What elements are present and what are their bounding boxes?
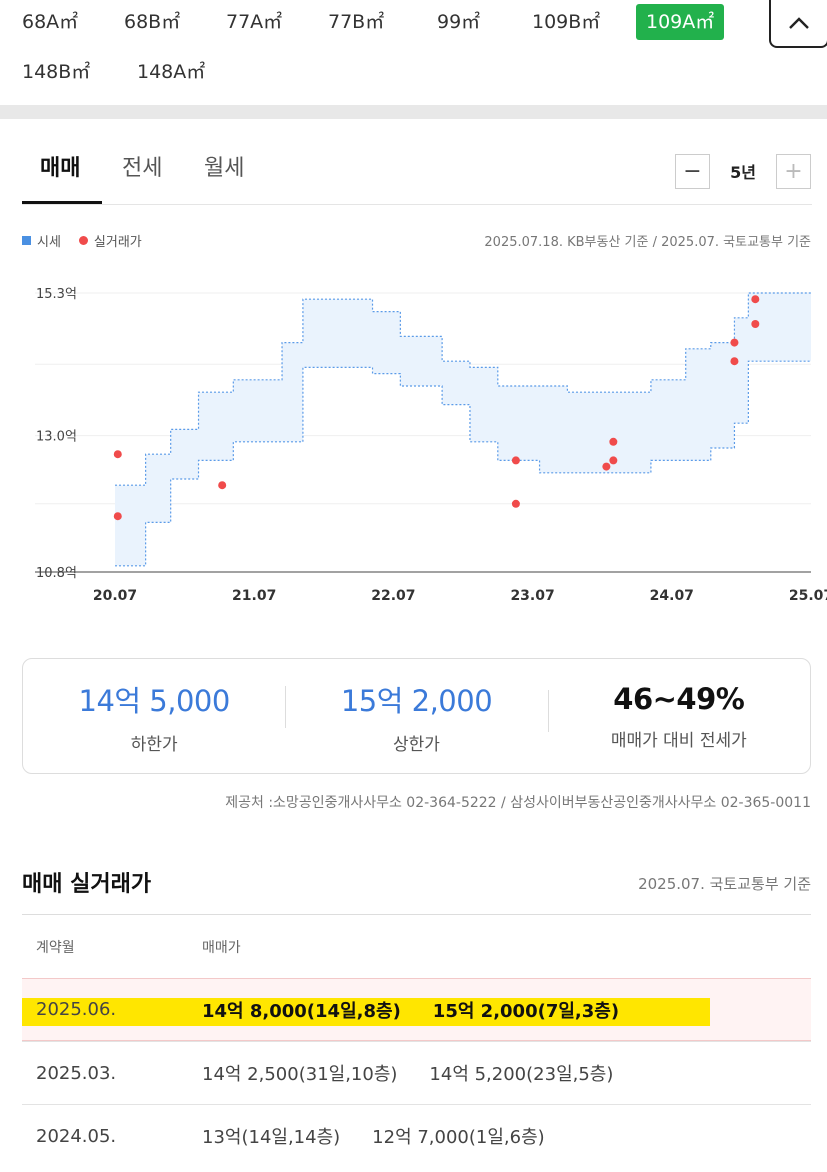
market-price-band (115, 293, 811, 566)
row-prices: 13억(14일,14층) 12억 7,000(1일,6층) (202, 1123, 545, 1149)
row-date: 2024.05. (36, 1125, 117, 1147)
actual-price-point (751, 295, 760, 304)
column-header-contract-month: 계약월 (36, 939, 75, 956)
area-chip-148a[interactable]: 148A㎡ (137, 61, 206, 83)
section-divider (0, 105, 827, 119)
x-tick-label: 24.07 (650, 588, 694, 604)
row-price: 15억 2,000(7일,3층) (432, 1000, 620, 1022)
area-selector: 68A㎡ 68B㎡ 77A㎡ 77B㎡ 99㎡ 109B㎡ 109A㎡ 148B… (0, 0, 827, 104)
y-tick-label: 15.3억 (36, 287, 77, 302)
stat-upper-price-value: 15억 2,000 (340, 683, 493, 718)
tabs-divider (22, 204, 812, 205)
area-chip-68b[interactable]: 68B㎡ (124, 11, 181, 33)
actual-price-point (730, 357, 739, 366)
stat-jeonse-ratio-value: 46~49% (613, 681, 745, 716)
stat-lower-price-value: 14억 5,000 (78, 683, 231, 718)
price-summary-card: 14억 5,000 하한가 15억 2,000 상한가 46~49% 매매가 대… (22, 658, 811, 774)
actual-price-point (511, 456, 520, 465)
market-price-upper-line (115, 292, 811, 486)
y-tick-label: 13.0억 (36, 430, 77, 445)
highlight-marker (22, 998, 710, 1026)
x-tick-label: 22.07 (371, 588, 415, 604)
column-header-price: 매매가 (202, 939, 241, 956)
table-row[interactable]: 2025.06. 14억 8,000(14일,8층) 15억 2,000(7일,… (22, 978, 811, 1041)
period-increase-button[interactable]: + (776, 153, 811, 189)
row-date: 2025.06. (36, 999, 117, 1020)
actual-price-point (751, 320, 760, 328)
area-chip-68a[interactable]: 68A㎡ (22, 11, 79, 33)
tab-monthly-rent[interactable]: 월세 (204, 156, 245, 181)
actual-price-point (113, 512, 122, 521)
row-price: 14억 5,200(23일,5층) (429, 1064, 614, 1085)
transactions-basis: 2025.07. 국토교통부 기준 (638, 875, 811, 893)
row-prices: 14억 2,500(31일,10층) 14억 5,200(23일,5층) (202, 1060, 613, 1086)
actual-price-point (609, 456, 618, 465)
collapse-button[interactable] (769, 0, 827, 48)
area-chip-77b[interactable]: 77B㎡ (328, 11, 385, 33)
area-chip-148b[interactable]: 148B㎡ (22, 61, 91, 83)
tab-jeonse[interactable]: 전세 (122, 156, 163, 181)
chart-legend: 시세 실거래가 (22, 231, 142, 250)
area-chip-109a[interactable]: 109A㎡ (636, 4, 725, 40)
market-price-legend-swatch (22, 236, 31, 245)
x-tick-label: 23.07 (510, 588, 554, 604)
actual-price-point (113, 450, 122, 459)
area-chip-77a[interactable]: 77A㎡ (226, 11, 283, 33)
tab-sale[interactable]: 매매 (40, 156, 81, 181)
period-decrease-button[interactable]: − (675, 153, 710, 189)
row-price: 12억 7,000(1일,6층) (372, 1127, 545, 1148)
area-chip-99[interactable]: 99㎡ (437, 11, 481, 33)
table-row[interactable]: 2025.03. 14억 2,500(31일,10층) 14억 5,200(23… (22, 1041, 811, 1104)
row-prices: 14억 8,000(14일,8층) 15억 2,000(7일,3층) (202, 997, 619, 1023)
transactions-title: 매매 실거래가 (22, 872, 152, 897)
x-tick-label: 20.07 (93, 588, 137, 604)
stat-jeonse-ratio: 46~49% 매매가 대비 전세가 (547, 681, 810, 751)
market-price-legend-label: 시세 (37, 235, 61, 250)
row-date: 2025.03. (36, 1062, 117, 1084)
y-tick-label: 10.8억 (36, 566, 77, 581)
data-provider-note: 제공처 :소망공인중개사사무소 02-364-5222 / 삼성사이버부동산공인… (225, 795, 811, 811)
row-price: 13억(14일,14층) (202, 1127, 341, 1148)
transactions-table: 계약월 매매가 2025.06. 14억 8,000(14일,8층) 15억 2… (22, 914, 811, 1167)
actual-price-legend-swatch (78, 236, 88, 245)
x-tick-label: 21.07 (232, 588, 276, 604)
actual-price-point (730, 338, 739, 347)
deal-type-tabs: 매매 전세 월세 (22, 140, 812, 204)
chevron-up-icon (789, 17, 809, 29)
actual-price-point (609, 437, 618, 446)
stat-jeonse-ratio-label: 매매가 대비 전세가 (610, 730, 747, 751)
row-price: 14억 2,500(31일,10층) (202, 1064, 398, 1085)
stat-lower-price-label: 하한가 (130, 734, 178, 755)
active-tab-indicator (22, 201, 102, 204)
price-chart-svg: 10.8억 13.0억 15.3억 20.07 21.07 22.07 23.07 24.07… (35, 287, 827, 604)
actual-price-point (218, 481, 227, 490)
stat-lower-price: 14억 5,000 하한가 (23, 678, 285, 755)
actual-price-point (511, 499, 520, 508)
table-header: 계약월 매매가 (22, 914, 811, 978)
actual-price-point (602, 462, 611, 471)
market-price-lower-line (115, 360, 811, 567)
area-chip-109b[interactable]: 109B㎡ (532, 11, 601, 33)
stat-upper-price-label: 상한가 (393, 734, 440, 755)
x-tick-label: 25.07 (789, 588, 827, 604)
actual-price-legend-label: 실거래가 (93, 235, 142, 250)
table-row[interactable]: 2024.05. 13억(14일,14층) 12억 7,000(1일,6층) (22, 1104, 811, 1167)
price-chart: 10.8억 13.0억 15.3억 20.07 21.07 22.07 23.07 24.07… (0, 270, 827, 610)
period-stepper: − 5년 + (675, 153, 811, 189)
period-value: 5년 (730, 163, 756, 182)
chart-source-note: 2025.07.18. KB부동산 기준 / 2025.07. 국토교통부 기준 (484, 235, 811, 250)
row-price: 14억 8,000(14일,8층) (202, 1000, 401, 1022)
stat-upper-price: 15억 2,000 상한가 (285, 678, 547, 755)
